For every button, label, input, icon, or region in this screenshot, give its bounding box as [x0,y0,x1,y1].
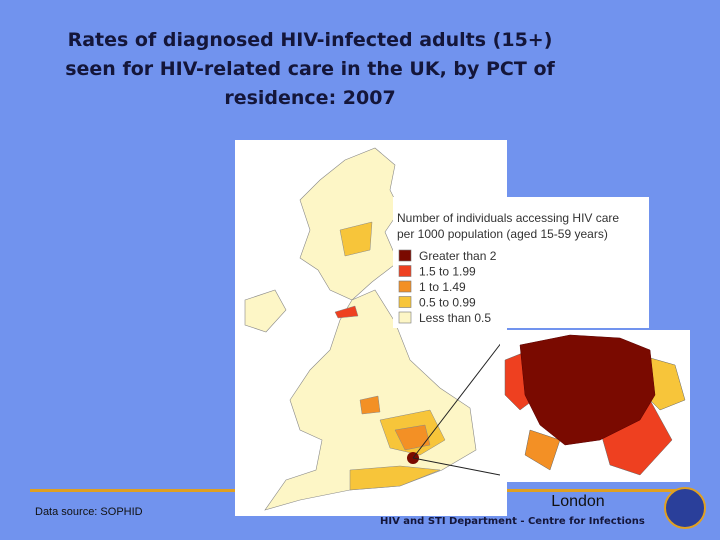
northern-ireland [244,289,287,333]
title-line: residence: 2007 [224,87,395,109]
legend-swatch [398,296,412,308]
legend-swatch [398,249,412,262]
connector [412,457,501,476]
title-line: Rates of diagnosed HIV-infected adults (… [68,29,553,51]
legend-swatch [398,311,412,324]
legend-title: per 1000 population (aged 15-59 years) [397,227,608,241]
legend-swatch [398,265,412,277]
scotland [299,147,401,301]
region [359,395,381,415]
legend-label: 1 to 1.49 [419,280,466,294]
region [334,305,359,319]
legend-label: 1.5 to 1.99 [419,265,476,279]
legend-swatch [398,280,412,293]
region [394,424,431,451]
inset-label: London [551,493,604,510]
region [339,221,373,257]
source: Data source: SOPHID [35,506,143,518]
region [519,334,656,446]
legend-label: Greater than 2 [419,249,497,263]
legend: Number of individuals accessing HIV care… [393,197,649,328]
london-inset [500,330,690,482]
legend-label: 0.5 to 0.99 [419,296,476,310]
footer: HIV and STI Department - Centre for Infe… [380,516,645,527]
legend-items: Greater than 2 1.5 to 1.991 to 1.49 0.5 to… [398,249,497,325]
legend-title: Number of individuals accessing HIV care [397,211,619,225]
logo [664,487,706,529]
legend-box [393,197,649,328]
region [524,429,561,471]
legend-label: Less than 0.5 [419,311,491,325]
region [349,465,441,491]
connector [412,337,506,459]
title-line: seen for HIV-related care in the UK, by … [65,58,555,80]
